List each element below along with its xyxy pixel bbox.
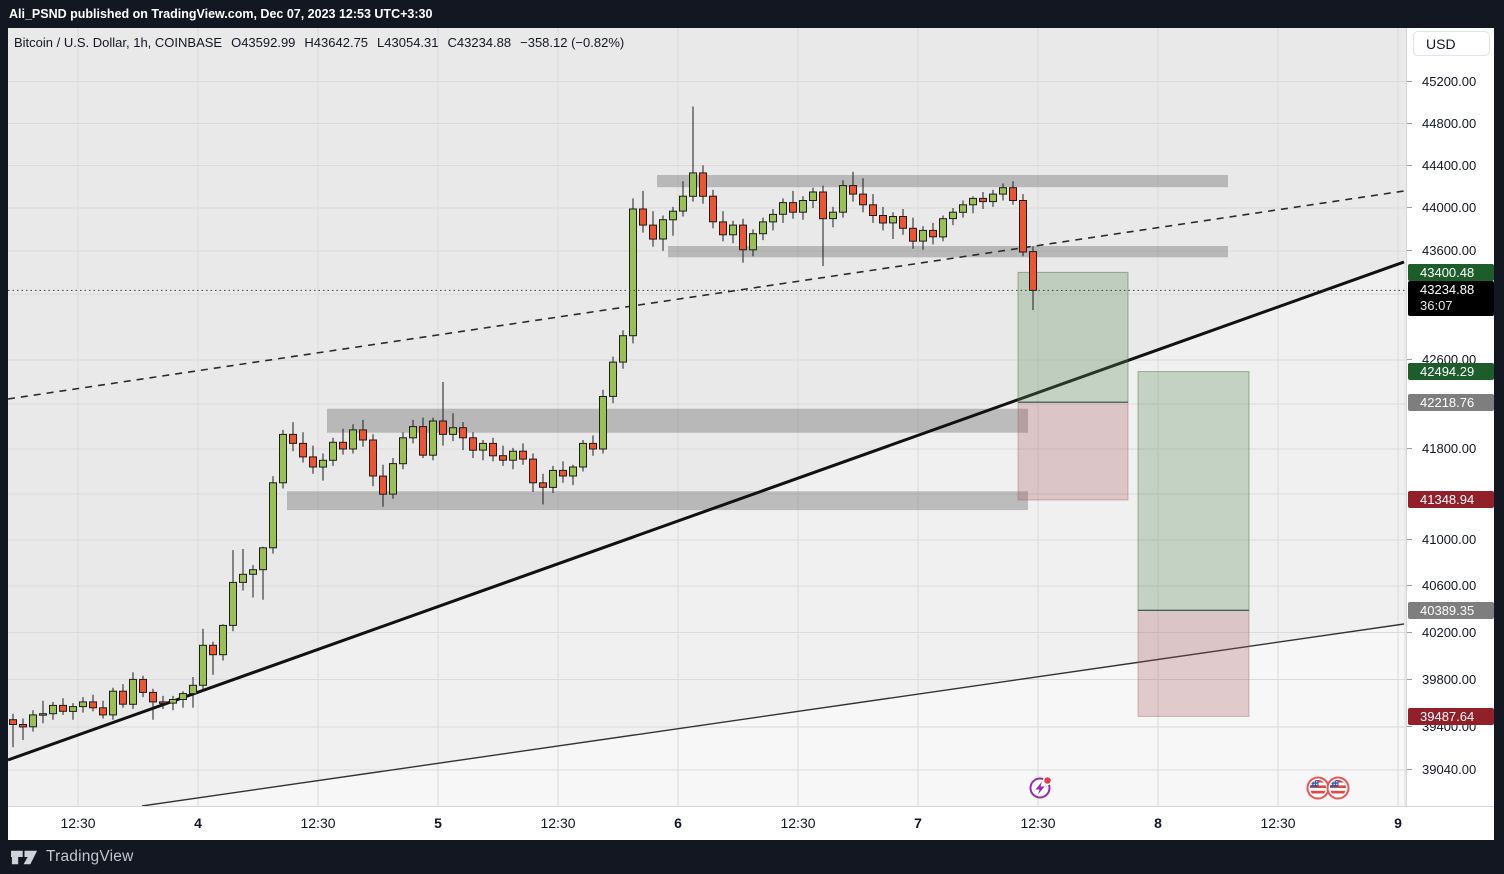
thick-trendline[interactable] [8,260,1405,762]
channel-fill-thick [8,262,1404,806]
dashed-trendline[interactable] [8,190,1405,400]
us-flag-event-icon[interactable] [1306,776,1330,800]
long-position-1[interactable] [1017,271,1129,501]
entry-price-label: 40389.35 [1408,602,1494,619]
price-axis-label: 43600.00 [1407,242,1495,259]
change-value: −358.12 (−0.82%) [520,35,625,50]
time-axis-label: 8 [1154,815,1162,831]
thin-trendline[interactable] [141,623,1405,806]
price-axis-label: 41800.00 [1407,440,1495,457]
price-axis-label: 45200.00 [1407,73,1495,90]
time-axis-label: 7 [914,815,922,831]
ohlc-open: O43592.99 [231,35,296,50]
us-flag-event-icon[interactable] [1326,776,1350,800]
target-price-label: 42494.29 [1408,363,1494,380]
long-position-2[interactable] [1137,371,1250,717]
published-info-bar: Ali_PSND published on TradingView.com, D… [0,0,1504,28]
price-axis-label: 44400.00 [1407,157,1495,174]
price-axis-label: 40200.00 [1407,624,1495,641]
time-axis-label: 6 [674,815,682,831]
pane-graphics [8,28,1406,806]
currency-unit-button[interactable]: USD [1413,31,1490,56]
price-axis-label: 40600.00 [1407,577,1495,594]
time-axis-label: 12:30 [300,815,336,831]
stop-price-label: 39487.64 [1408,708,1494,725]
idea-lightning-icon[interactable] [1029,775,1053,799]
symbol-title: Bitcoin / U.S. Dollar, 1h, COINBASE [14,35,223,50]
ohlc-close: C43234.88 [447,35,512,50]
time-axis-label: 12:30 [1260,815,1296,831]
time-axis-label: 4 [194,815,202,831]
resistance-zone-upper[interactable] [657,175,1228,188]
symbol-legend: Bitcoin / U.S. Dollar, 1h, COINBASE O435… [14,35,624,51]
time-axis-label: 9 [1394,815,1402,831]
current-price-label: 43234.88 36:07 [1408,281,1494,316]
price-axis-label: 41000.00 [1407,531,1495,548]
time-axis-label: 12:30 [780,815,816,831]
time-axis-label: 12:30 [540,815,576,831]
price-axis-label: 44000.00 [1407,199,1495,216]
price-axis[interactable]: USD 45200.00 44800.00 44400.00 44000.00 4360… [1406,28,1494,806]
resistance-zone-lower[interactable] [668,246,1228,258]
price-axis-label: 39040.00 [1407,761,1495,778]
price-axis-label: 44800.00 [1407,115,1495,132]
time-axis-label: 5 [434,815,442,831]
grid [8,28,1406,806]
support-zone-lower[interactable] [287,491,1028,511]
candlestick-series [9,106,1037,748]
time-axis-label: 12:30 [60,815,96,831]
time-axis[interactable]: 12:30 4 12:30 5 12:30 6 12:30 7 12:30 8 12:30 9 [8,806,1494,840]
target-price-label: 43400.48 [1408,264,1494,281]
tradingview-logo-icon[interactable] [11,848,38,867]
tradingview-brand[interactable]: TradingView [46,848,134,865]
price-axis-label: 39800.00 [1407,671,1495,688]
footer-bar: TradingView [0,840,1504,874]
ohlc-low: L43054.31 [377,35,439,50]
ohlc-high: H43642.75 [304,35,369,50]
bar-countdown: 36:07 [1420,298,1453,313]
stop-price-label: 41348.94 [1408,491,1494,508]
time-axis-label: 12:30 [1020,815,1056,831]
entry-price-label: 42218.76 [1408,394,1494,411]
